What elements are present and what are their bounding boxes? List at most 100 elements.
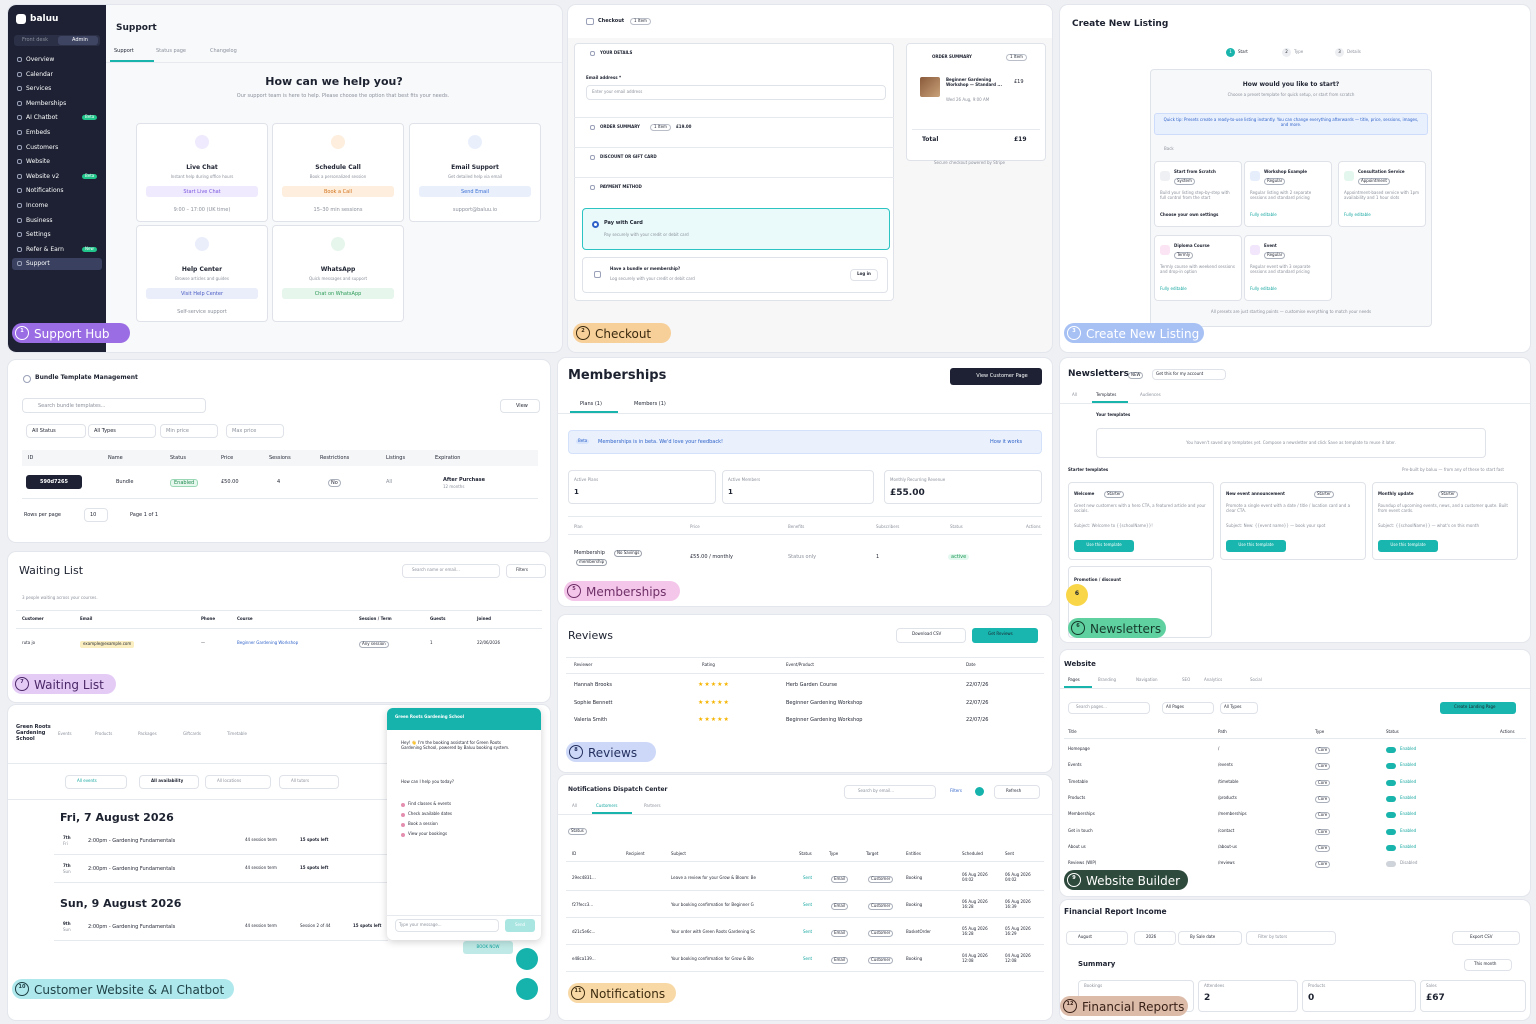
card-button[interactable] (282, 288, 394, 299)
chat-input[interactable] (395, 919, 499, 932)
tab[interactable]: Changelog (210, 48, 237, 54)
use-template-button[interactable] (1226, 540, 1286, 552)
get-reviews-button[interactable] (972, 628, 1038, 643)
tab[interactable]: Pages (1068, 677, 1080, 682)
toggle-option[interactable]: Admin (72, 37, 88, 43)
filters-button[interactable]: Filters (950, 788, 962, 793)
filter[interactable] (88, 424, 156, 438)
nav-item[interactable]: Notifications (26, 187, 64, 195)
chat-fab[interactable] (516, 948, 538, 970)
card-button[interactable] (419, 186, 531, 197)
book-now-button[interactable] (463, 941, 513, 954)
download-button[interactable] (896, 628, 966, 643)
page-size[interactable] (84, 508, 108, 522)
filter[interactable] (1134, 931, 1176, 945)
nav-item[interactable]: Overview (26, 56, 55, 63)
filter[interactable] (160, 424, 218, 438)
status-toggle[interactable] (1386, 747, 1396, 753)
tab[interactable]: Navigation (1136, 677, 1158, 682)
tab[interactable]: Customers (596, 803, 618, 808)
email-input[interactable] (586, 85, 886, 100)
search-input[interactable] (844, 785, 936, 799)
filter[interactable] (226, 424, 284, 438)
chat-option[interactable]: Check available dates (408, 811, 453, 816)
login-button[interactable] (850, 269, 878, 281)
filter[interactable] (1178, 931, 1242, 945)
tab[interactable]: Status page (156, 48, 187, 54)
site-nav[interactable]: Timetable (227, 731, 247, 736)
site-nav[interactable]: Giftcards (183, 731, 201, 736)
tab[interactable]: Analytics (1204, 677, 1223, 682)
nav-item[interactable]: Customers (26, 143, 59, 151)
nav-item[interactable]: Income (26, 202, 49, 209)
tab[interactable]: Plans (1) (580, 401, 602, 407)
nav-item[interactable]: Memberships (26, 99, 67, 107)
site-nav[interactable]: Events (58, 731, 72, 736)
toggle-option[interactable]: Front desk (22, 37, 48, 43)
view-button[interactable] (500, 399, 540, 413)
filter[interactable] (1162, 702, 1214, 714)
view-customer-button[interactable] (950, 368, 1042, 385)
nav-item[interactable]: Refer & Earn (26, 245, 64, 253)
nav-item[interactable]: Support (26, 260, 50, 268)
filters-button[interactable] (506, 564, 546, 578)
status-toggle[interactable] (1386, 795, 1396, 802)
chat-option[interactable]: View your bookings (408, 831, 448, 836)
nav-item[interactable]: AI Chatbot (26, 114, 58, 122)
chat-option[interactable]: Book a session (408, 821, 438, 826)
nav-item[interactable]: Website v2 (26, 172, 60, 180)
use-template-button[interactable] (1378, 540, 1438, 552)
filter[interactable] (279, 775, 339, 789)
card-button[interactable] (282, 186, 394, 197)
filter[interactable] (1220, 702, 1258, 714)
nav-item[interactable]: Services (26, 85, 52, 93)
nav-item[interactable]: Settings (26, 231, 51, 239)
card-button[interactable] (146, 288, 258, 299)
tab[interactable]: Audiences (1140, 392, 1161, 397)
status-toggle[interactable] (1386, 828, 1396, 835)
refresh-button[interactable] (994, 785, 1040, 799)
back-link[interactable]: Back (1164, 146, 1174, 151)
nav-item[interactable]: Calendar (26, 70, 53, 78)
status-filter[interactable]: Status (568, 828, 587, 835)
filter[interactable] (205, 775, 271, 789)
status-toggle[interactable] (1386, 812, 1396, 819)
status-toggle[interactable] (1386, 779, 1396, 786)
filter[interactable] (139, 775, 199, 789)
tab[interactable]: Support (114, 48, 134, 54)
how-it-works[interactable]: How it works (990, 439, 1023, 445)
status-toggle[interactable] (1386, 844, 1396, 851)
site-nav[interactable]: Products (95, 731, 113, 736)
filter[interactable] (26, 424, 86, 438)
tab[interactable]: SEO (1182, 677, 1191, 682)
chat-fab[interactable] (516, 978, 538, 1000)
search-input[interactable] (22, 398, 206, 413)
nav-item[interactable]: Embeds (26, 129, 51, 136)
use-template-button[interactable] (1074, 540, 1134, 552)
status-toggle[interactable] (1386, 763, 1396, 770)
card-button[interactable] (146, 186, 258, 197)
tab[interactable]: Branding (1098, 677, 1117, 682)
tab[interactable]: Social (1250, 677, 1262, 682)
pay-card-option[interactable] (582, 208, 890, 250)
send-button[interactable] (505, 919, 535, 932)
filter[interactable] (1066, 931, 1128, 945)
search-input[interactable] (402, 564, 500, 578)
tab[interactable]: All (572, 803, 577, 808)
create-landing-button[interactable] (1440, 702, 1516, 714)
site-nav[interactable]: Packages (138, 731, 157, 736)
filter[interactable] (1246, 931, 1336, 945)
tab[interactable]: All (1072, 392, 1077, 397)
tab[interactable]: Templates (1096, 392, 1117, 397)
period-button[interactable] (1464, 959, 1512, 971)
nav-item[interactable]: Website (26, 158, 50, 166)
tab[interactable]: Members (1) (634, 401, 666, 407)
nav-item[interactable]: Business (26, 216, 53, 224)
chat-option[interactable]: Find classes & events (408, 801, 452, 806)
get-button[interactable] (1152, 369, 1226, 380)
export-button[interactable] (1452, 931, 1520, 945)
status-toggle[interactable] (1386, 861, 1396, 868)
filter[interactable] (65, 775, 127, 789)
tab[interactable]: Partners (644, 803, 661, 808)
search-input[interactable] (1068, 702, 1150, 714)
